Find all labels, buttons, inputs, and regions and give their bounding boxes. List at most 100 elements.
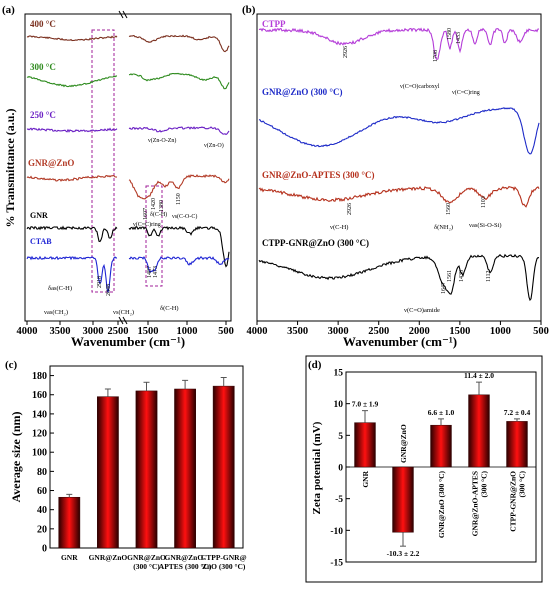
panel-b: (b) 4000 3500 3000 2500 2000 1500 1000 500 Wave… xyxy=(242,4,549,349)
c-category-label: (300 °C) xyxy=(133,562,160,571)
d-value-label: -10.3 ± 2.2 xyxy=(387,549,420,558)
annot-zn-o-zn: ν(Zn-O-Zn) xyxy=(148,137,176,144)
annot-1150: 1150 xyxy=(176,193,182,205)
curve-label-400: 400 °C xyxy=(30,19,56,29)
annot-ch-a: δ(C-H) xyxy=(150,211,167,218)
curve-label-250: 250 °C xyxy=(30,110,56,120)
annot-b-cc-ring: ν(C=C)ring xyxy=(452,89,480,96)
b-x-tick-label: 2500 xyxy=(368,326,389,337)
panel-a: (a) 4000 3500 3000 2500 1500 1000 500 Wavenumb… xyxy=(2,4,234,349)
panel-d-label: (d) xyxy=(308,359,322,371)
d-value-label: 11.4 ± 2.0 xyxy=(464,371,494,380)
spectrum-b-2 xyxy=(258,185,540,208)
c-y-tick-label: 20 xyxy=(37,524,47,535)
annot-1380: 1380 xyxy=(159,200,165,212)
spectrum-a-0-right xyxy=(128,34,230,53)
panel-a-y-label: % Transmittance (a.u.) xyxy=(3,109,17,228)
panel-d-outer-border xyxy=(305,355,543,583)
curve-label-gnr-zno: GNR@ZnO xyxy=(28,158,74,168)
spectrum-a-0 xyxy=(26,35,118,42)
d-category-label: CTPP-GNR@ZnO xyxy=(509,471,518,532)
annot-b-1112: 1112 xyxy=(486,270,492,282)
annot-cc-ring: ν(C=C)ring xyxy=(133,221,161,228)
c-bar xyxy=(212,385,235,549)
d-y-tick-label: 15 xyxy=(334,369,344,379)
panel-a-x-ticks: 4000 3500 3000 2500 1500 1000 500 xyxy=(17,321,234,337)
annot-1487: 1487 xyxy=(147,266,153,278)
d-value-label: 7.0 ± 1.9 xyxy=(352,400,379,409)
d-y-tick-label: 0 xyxy=(338,464,343,474)
c-y-tick-label: 140 xyxy=(32,409,47,420)
d-value-label: 7.2 ± 0.4 xyxy=(504,408,531,417)
c-category-label: GNR@ZnO- xyxy=(165,553,207,562)
d-y-tick-label: 5 xyxy=(338,432,343,442)
annot-b-1647: 1647 xyxy=(441,282,447,294)
c-y-tick-label: 60 xyxy=(37,486,47,497)
spectrum-a-2 xyxy=(26,127,118,133)
annot-b-1433: 1433 xyxy=(456,32,462,44)
c-category-label: GNR@ZnO xyxy=(127,553,166,562)
d-category-label: (300 °C) xyxy=(518,471,527,498)
curve-label-300: 300 °C xyxy=(30,62,56,72)
d-bar xyxy=(430,424,452,468)
panel-a-label: (a) xyxy=(2,4,15,16)
c-category-label: CTPP-GNR@ xyxy=(201,553,247,562)
annot-ch-b: δ(C-H) xyxy=(160,305,179,312)
b-x-tick-label: 1500 xyxy=(449,326,470,337)
annot-b-2926b: 2926 xyxy=(347,203,353,215)
c-y-tick-label: 120 xyxy=(32,429,47,440)
d-bar xyxy=(506,421,528,468)
panel-b-x-label: Wavenumber (cm⁻¹) xyxy=(343,334,457,349)
d-bar xyxy=(354,422,376,468)
curve-label-ctab: CTAB xyxy=(30,237,52,246)
spectrum-a-2-right xyxy=(128,126,230,136)
annot-ch2-as: νas(CH₂) xyxy=(44,309,68,316)
spectrum-b-0 xyxy=(258,27,539,61)
annot-b-nh2: δ(NH₂) xyxy=(434,224,453,231)
annot-b-1708: 1708 xyxy=(433,50,439,62)
c-bar xyxy=(58,496,81,549)
c-category-label: GNR@ZnO xyxy=(89,553,128,562)
c-category-label: APTES (300 °C) xyxy=(159,562,212,571)
annot-2848: 2848 xyxy=(106,284,112,296)
panel-a-highlight-ch2 xyxy=(91,29,115,293)
a-x-tick-label: 1000 xyxy=(177,326,198,337)
a-x-tick-label: 3500 xyxy=(50,326,71,337)
c-bar xyxy=(174,388,196,549)
spectrum-a-1-right xyxy=(128,72,230,90)
annot-1420: 1420 xyxy=(151,198,157,210)
d-category-label: GNR@ZnO (300 °C) xyxy=(437,470,446,538)
annot-b-1103: 1103 xyxy=(481,196,487,208)
panel-c-label: (c) xyxy=(5,359,18,371)
curve-label-aptes: GNR@ZnO-APTES (300 °C) xyxy=(262,170,374,180)
c-category-label: GNR xyxy=(61,553,78,562)
d-y-tick-label: -15 xyxy=(330,559,343,569)
spectrum-a-3 xyxy=(26,175,118,182)
annot-b-co-carboxyl: ν(C=O)carboxyl xyxy=(400,83,440,90)
panel-d: (d) -15 -10 -5 0 5 10 15 7.0 ± 1.9 GNR -10.3 ± 2.… xyxy=(305,355,543,583)
annot-ch2-s: νs(CH₂) xyxy=(113,309,134,316)
a-x-tick-label: 2500 xyxy=(108,326,129,337)
d-y-tick-label: 10 xyxy=(334,400,344,410)
d-category-label: GNR@ZnO-APTES xyxy=(471,471,480,536)
a-x-tick-label: 500 xyxy=(218,326,234,337)
c-y-tick-label: 80 xyxy=(37,467,47,478)
d-category-label: (300 °C) xyxy=(480,471,489,498)
c-bar xyxy=(97,396,119,549)
spectrum-b-1 xyxy=(258,107,540,155)
c-y-tick-label: 180 xyxy=(32,371,47,382)
d-value-label: 6.6 ± 1.0 xyxy=(428,408,455,417)
panel-b-frame xyxy=(256,13,542,322)
panel-a-x-label: Wavenumber (cm⁻¹) xyxy=(71,334,185,349)
curve-label-gnr-zno-300: GNR@ZnO (300 °C) xyxy=(262,87,342,97)
annot-b-1580: 1580 xyxy=(447,28,453,40)
c-y-tick-label: 40 xyxy=(37,505,47,516)
spectrum-b-3 xyxy=(258,253,540,302)
spectrum-a-5 xyxy=(26,255,118,293)
c-bar xyxy=(135,390,158,549)
annot-b-1438: 1438 xyxy=(459,270,465,282)
b-x-tick-label: 3000 xyxy=(328,326,349,337)
